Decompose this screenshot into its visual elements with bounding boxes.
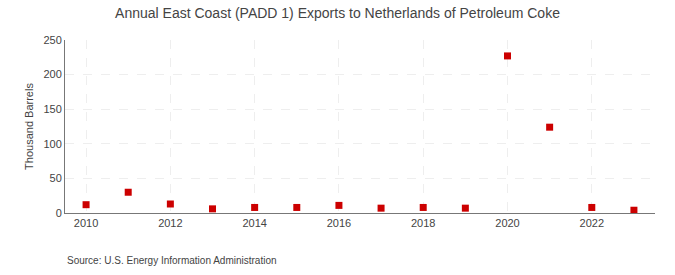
svg-text:Annual East Coast (PADD 1) Exp: Annual East Coast (PADD 1) Exports to Ne… — [115, 5, 560, 21]
svg-text:2020: 2020 — [495, 217, 519, 229]
svg-text:2012: 2012 — [158, 217, 182, 229]
svg-text:Source: U.S. Energy Informatio: Source: U.S. Energy Information Administ… — [67, 255, 277, 266]
svg-text:2022: 2022 — [580, 217, 604, 229]
svg-text:Thousand Barrels: Thousand Barrels — [23, 83, 35, 170]
svg-text:100: 100 — [43, 138, 61, 150]
svg-text:150: 150 — [43, 103, 61, 115]
svg-text:250: 250 — [43, 34, 61, 46]
svg-text:2014: 2014 — [242, 217, 266, 229]
svg-text:2018: 2018 — [411, 217, 435, 229]
svg-text:0: 0 — [56, 207, 62, 219]
svg-text:200: 200 — [43, 68, 61, 80]
svg-text:2010: 2010 — [74, 217, 98, 229]
svg-text:50: 50 — [50, 172, 62, 184]
svg-text:2016: 2016 — [327, 217, 351, 229]
